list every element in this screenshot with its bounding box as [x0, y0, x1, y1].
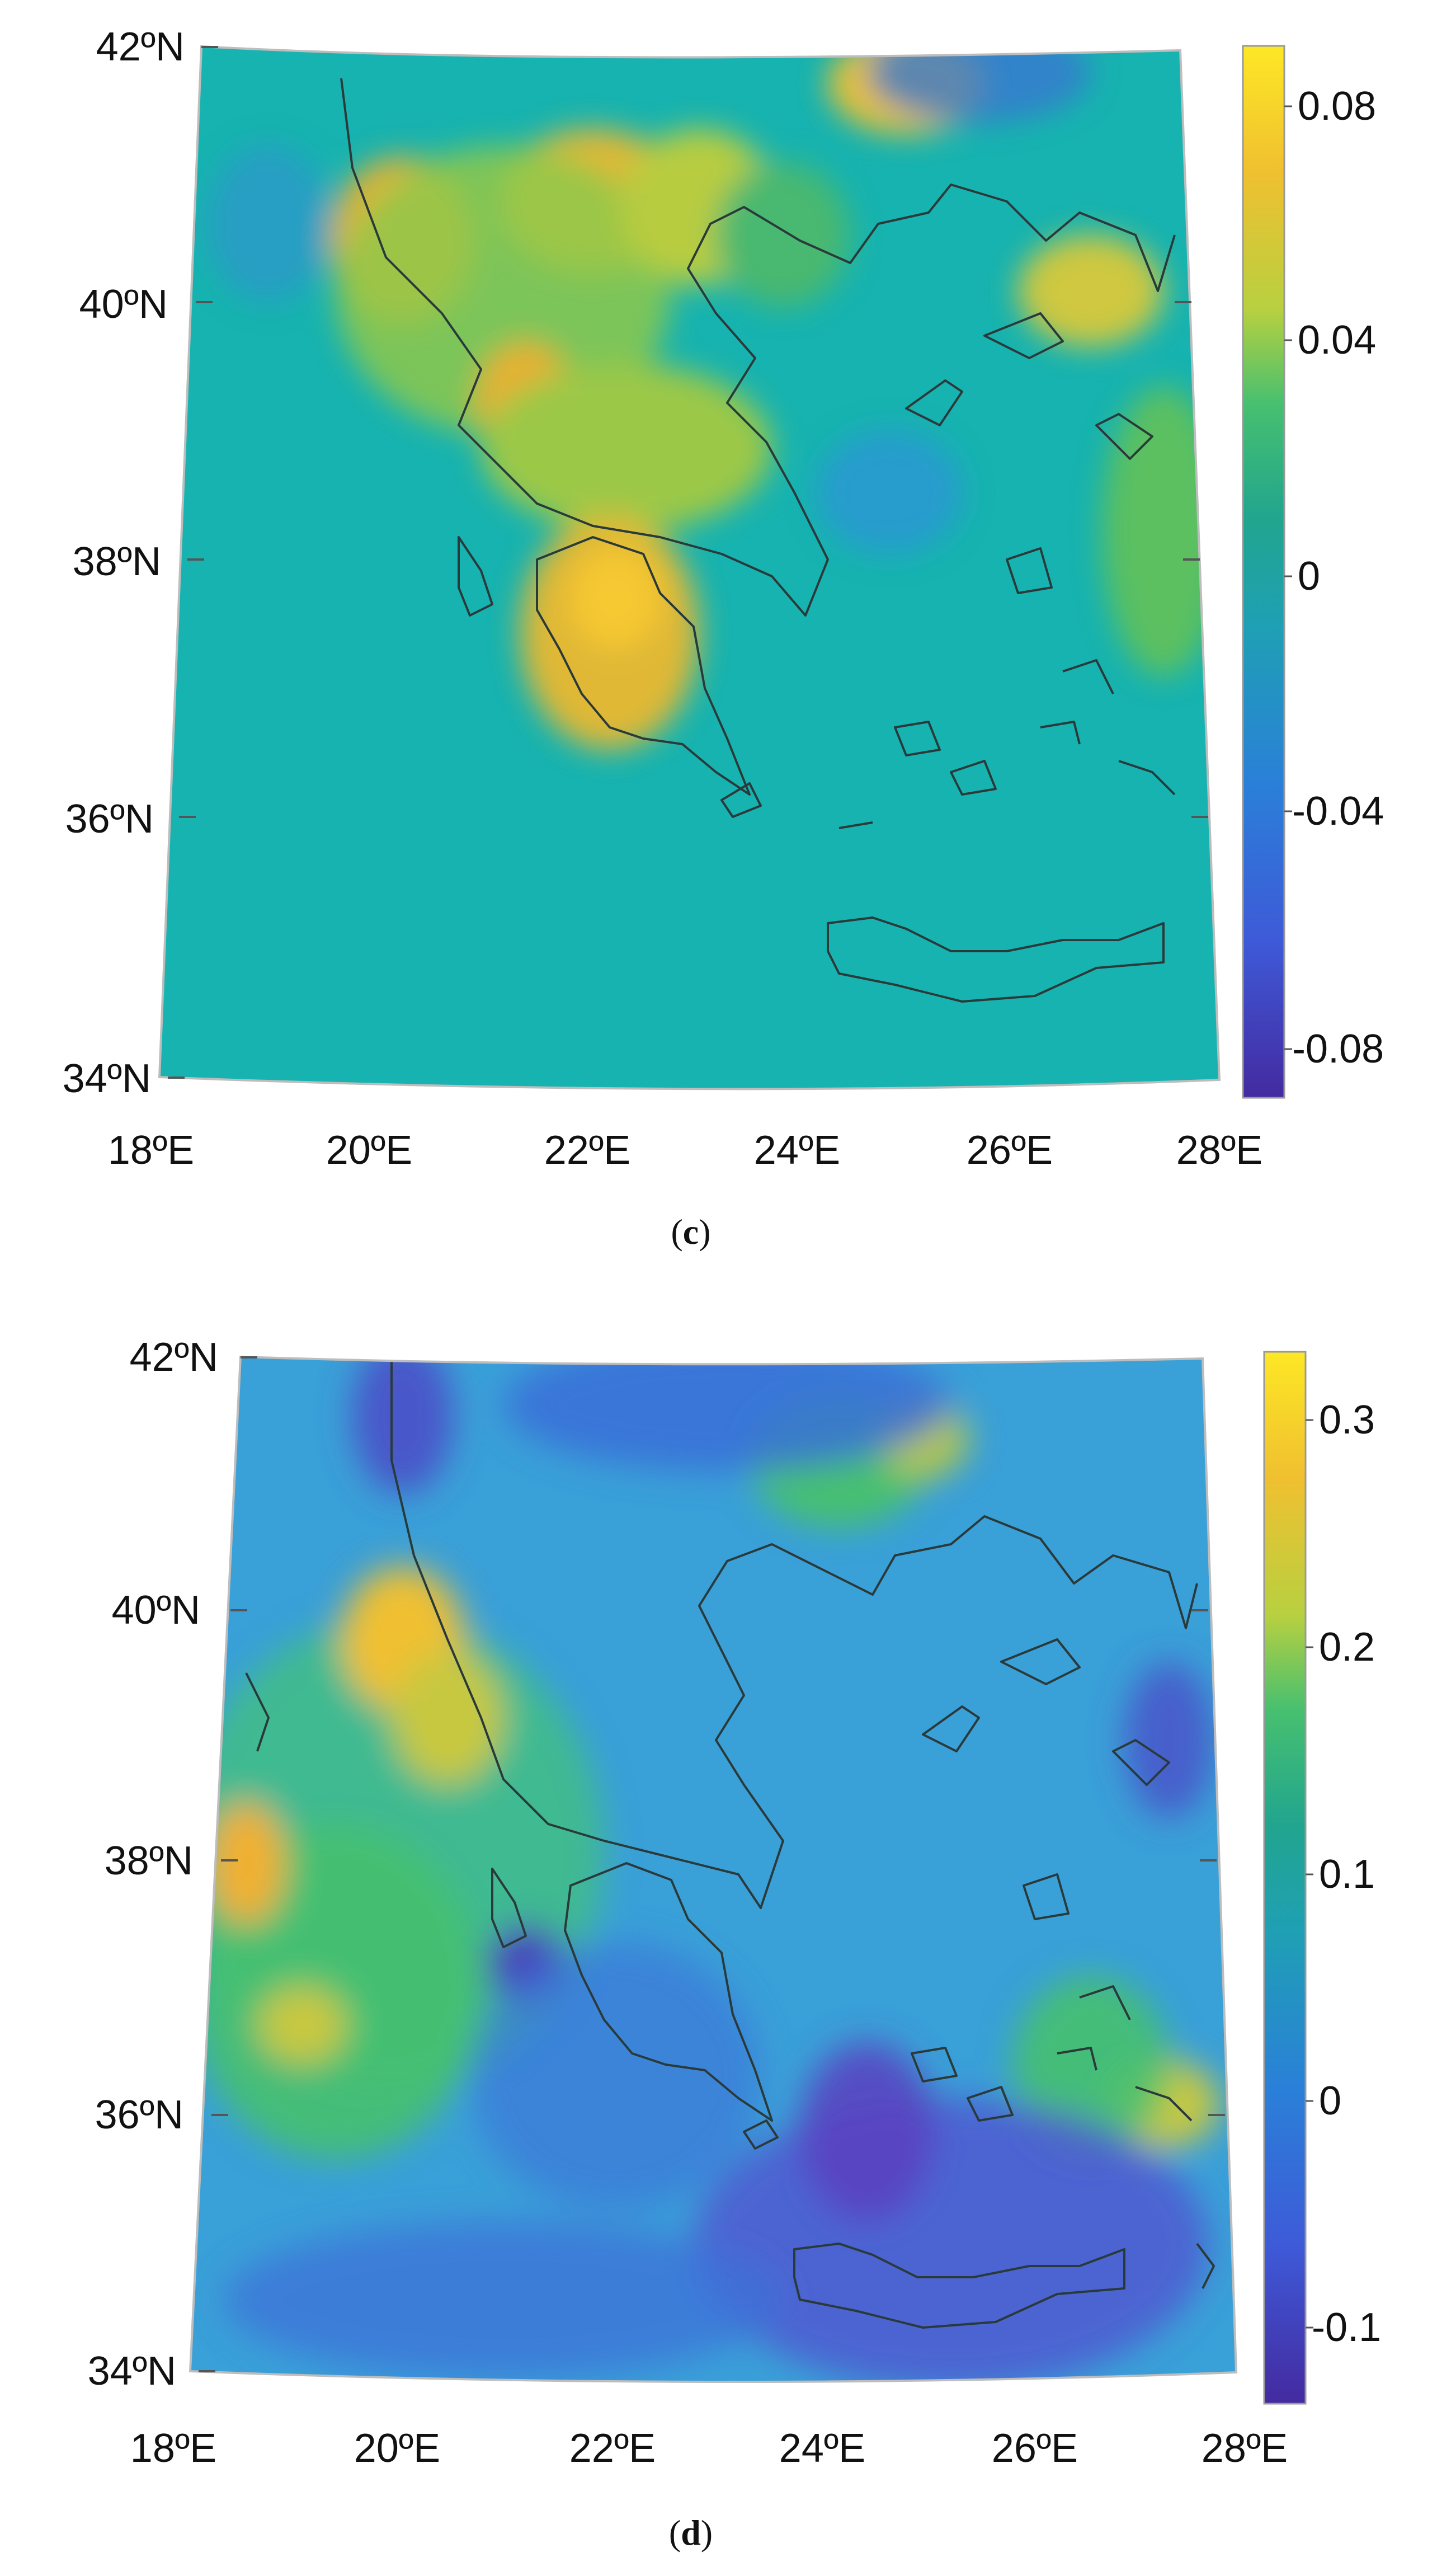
lon-label-28e: 28ºE — [1176, 1128, 1263, 1173]
map-field-c — [159, 46, 1219, 1089]
lat-label-38n: 38ºN — [72, 539, 161, 584]
caption-letter: c — [682, 1212, 699, 1252]
lat-label-34n: 34ºN — [62, 1056, 151, 1101]
colorbar-label-4: -0.1 — [1312, 2305, 1382, 2350]
map-figure-c — [158, 45, 1292, 1099]
axis-ticks-d — [199, 1356, 1225, 2372]
lon-label-20e: 20ºE — [354, 2426, 441, 2471]
map-figure-d — [189, 1351, 1313, 2405]
lat-label-42n: 42ºN — [129, 1335, 218, 1380]
anomaly-patches-d — [190, 1357, 1219, 2382]
caption-open-paren: ( — [671, 1212, 683, 1252]
lat-label-38n: 38ºN — [104, 1839, 193, 1883]
lon-label-20e: 20ºE — [326, 1128, 413, 1173]
panel-caption-d: (d) — [607, 2512, 775, 2554]
colorbar-label-0: 0.3 — [1319, 1398, 1375, 1442]
lon-label-24e: 24ºE — [753, 1128, 841, 1173]
colorbar-label-0: 0.08 — [1298, 84, 1377, 129]
map-panel-d: 42ºN 40ºN 38ºN 36ºN 34ºN 18ºE 20ºE 22ºE … — [0, 1292, 1437, 2576]
caption-close-paren: ) — [700, 2513, 713, 2553]
lat-label-34n: 34ºN — [87, 2349, 176, 2394]
lon-label-28e: 28ºE — [1201, 2426, 1288, 2471]
lon-label-24e: 24ºE — [779, 2426, 866, 2471]
lat-label-40n: 40ºN — [79, 282, 168, 327]
colorbar-label-1: 0.04 — [1298, 318, 1377, 363]
map-frame-d — [189, 1355, 1238, 2384]
colorbar-label-3: -0.04 — [1292, 789, 1384, 834]
lon-label-18e: 18ºE — [107, 1128, 195, 1173]
colorbar-label-2: 0 — [1298, 554, 1321, 599]
caption-letter: d — [681, 2513, 701, 2553]
lon-label-26e: 26ºE — [991, 2426, 1078, 2471]
caption-close-paren: ) — [699, 1212, 711, 1252]
colorbar-ticks-d — [1306, 1419, 1313, 2329]
colorbar-label-3: 0 — [1319, 2079, 1342, 2123]
caption-open-paren: ( — [668, 2513, 681, 2553]
colorbar-label-2: 0.1 — [1319, 1852, 1375, 1897]
lat-label-42n: 42ºN — [96, 25, 185, 69]
colorbar-c — [1242, 45, 1285, 1099]
colorbar-label-4: -0.08 — [1292, 1027, 1384, 1071]
lon-label-18e: 18ºE — [130, 2426, 217, 2471]
lat-label-40n: 40ºN — [111, 1588, 200, 1633]
coastline-c — [340, 78, 1176, 1003]
colorbar-label-1: 0.2 — [1319, 1625, 1375, 1670]
lat-label-36n: 36ºN — [95, 2093, 183, 2137]
colorbar-ticks-c — [1284, 105, 1292, 1050]
colorbar-d — [1263, 1351, 1307, 2405]
axis-ticks-c — [168, 46, 1208, 1079]
panel-caption-c: (c) — [607, 1211, 775, 1253]
map-field-d — [190, 1357, 1236, 2382]
lon-label-26e: 26ºE — [966, 1128, 1053, 1173]
map-frame-c — [158, 45, 1221, 1090]
lat-label-36n: 36ºN — [65, 797, 154, 842]
lon-label-22e: 22ºE — [569, 2426, 656, 2471]
coastline-d — [245, 1360, 1215, 2329]
lon-label-22e: 22ºE — [544, 1128, 631, 1173]
map-panel-c: 42ºN 40ºN 38ºN 36ºN 34ºN 18ºE 20ºE 22ºE … — [62, 25, 1384, 1253]
